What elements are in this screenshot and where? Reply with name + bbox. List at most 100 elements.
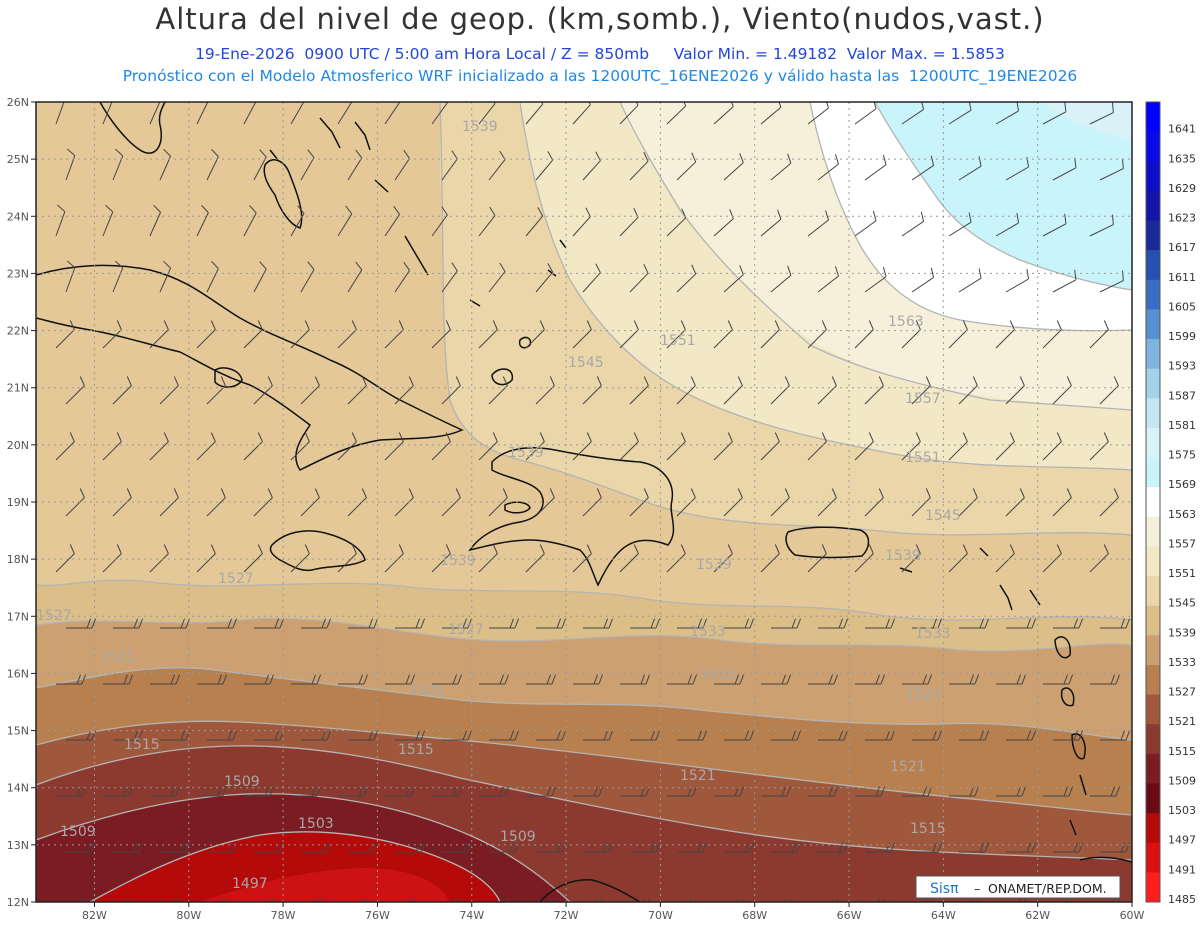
wind-barb <box>760 209 782 237</box>
colorbar-label: 1623 <box>1168 212 1196 225</box>
colorbar-label: 1491 <box>1168 863 1196 876</box>
wind-barb <box>572 102 591 125</box>
wind-barb <box>723 153 744 181</box>
wind-barb <box>677 730 708 741</box>
wind-barb <box>441 150 458 181</box>
wind-barb <box>244 786 275 797</box>
colorbar-label: 1485 <box>1168 893 1196 906</box>
contour-label: 1527 <box>905 688 941 704</box>
wind-barb <box>478 206 496 237</box>
wind-barb <box>1052 269 1077 293</box>
wind-barb <box>159 260 172 293</box>
wind-barb <box>959 618 990 629</box>
wind-barb <box>714 786 745 797</box>
wind-barb <box>1005 488 1025 517</box>
wind-barb <box>995 320 1015 349</box>
contour-label: 1533 <box>700 668 736 684</box>
contour-label: 1521 <box>890 759 926 775</box>
wind-barb <box>770 376 790 405</box>
wind-barb <box>995 102 1020 125</box>
colorbar-label: 1569 <box>1168 478 1196 491</box>
colorbar-swatch <box>1146 190 1160 222</box>
colorbar-label: 1497 <box>1168 834 1196 847</box>
wind-barb <box>948 544 968 573</box>
wind-barb <box>996 786 1027 797</box>
wind-barb <box>877 898 886 902</box>
wind-barb <box>667 674 698 685</box>
wind-barb <box>394 261 410 293</box>
svg-text:–: – <box>974 881 980 896</box>
wind-barb <box>582 376 602 405</box>
colorbar-swatch <box>1146 309 1160 340</box>
wind-barb <box>1052 376 1072 405</box>
wind-barb <box>489 730 520 741</box>
wind-barb <box>582 151 601 181</box>
wind-barb <box>360 898 369 902</box>
colorbar-swatch <box>1146 605 1160 636</box>
wind-barb <box>1099 376 1119 405</box>
band-1575 <box>1040 102 1132 140</box>
wind-barb <box>102 432 122 461</box>
wind-barb <box>159 148 172 181</box>
wind-barb <box>206 376 226 405</box>
wind-barb <box>630 842 661 853</box>
wind-barb <box>125 898 134 902</box>
lat-label: 24N <box>7 210 29 223</box>
wind-barb <box>854 102 877 125</box>
wind-barb <box>113 842 144 853</box>
lat-label: 22N <box>7 325 29 338</box>
wind-barb <box>724 730 755 741</box>
contour-label: 1551 <box>660 333 696 349</box>
wind-barb <box>817 154 839 181</box>
south-america-coast <box>539 856 1132 902</box>
wind-barb <box>817 376 837 405</box>
wind-barb <box>102 320 122 349</box>
wind-barb <box>630 730 661 741</box>
wind-barb <box>1042 544 1062 573</box>
wind-barb <box>102 102 113 125</box>
contour-label: 1527 <box>218 571 254 587</box>
lat-label: 16N <box>7 667 29 680</box>
wind-barb <box>1005 269 1030 293</box>
wind-barb <box>901 544 921 573</box>
colorbar-swatch <box>1146 487 1160 518</box>
wind-barb <box>478 320 498 349</box>
wind-barb <box>572 207 591 237</box>
contour-label: 1521 <box>100 649 136 665</box>
lon-label: 60W <box>1120 909 1145 922</box>
wind-barb <box>207 842 238 853</box>
wind-barb <box>196 432 216 461</box>
contour-label: 1545 <box>925 508 961 524</box>
wind-barb <box>630 618 661 629</box>
lat-label: 15N <box>7 725 29 738</box>
wind-barb <box>347 149 363 181</box>
wind-barb <box>197 674 228 685</box>
wind-barb <box>808 786 839 797</box>
wind-barb <box>666 544 686 573</box>
wind-barb <box>1100 618 1131 629</box>
contour-label: 1509 <box>224 774 260 790</box>
wind-barb <box>207 730 238 741</box>
wind-barb <box>770 265 792 293</box>
colorbar-label: 1587 <box>1168 389 1196 402</box>
wind-barb <box>535 488 555 517</box>
colorbar-label: 1617 <box>1168 241 1196 254</box>
wind-barb <box>347 376 367 405</box>
wind-barb <box>958 376 978 405</box>
wind-barb <box>995 544 1015 573</box>
wind-barb <box>1089 320 1109 349</box>
lat-label: 26N <box>7 96 29 109</box>
wind-barb <box>911 267 935 293</box>
colorbar-label: 1545 <box>1168 597 1196 610</box>
colorbar-swatch <box>1146 368 1160 399</box>
wind-barb <box>1018 898 1027 902</box>
wind-barb <box>407 898 416 902</box>
florida-coast <box>99 102 166 154</box>
wind-barb <box>300 488 320 517</box>
wind-barb <box>150 786 181 797</box>
wind-barb <box>525 544 545 573</box>
wind-barb <box>149 204 162 237</box>
colorbar-swatch <box>1146 783 1160 814</box>
wind-barb <box>666 320 686 349</box>
wind-barb <box>1042 102 1067 125</box>
